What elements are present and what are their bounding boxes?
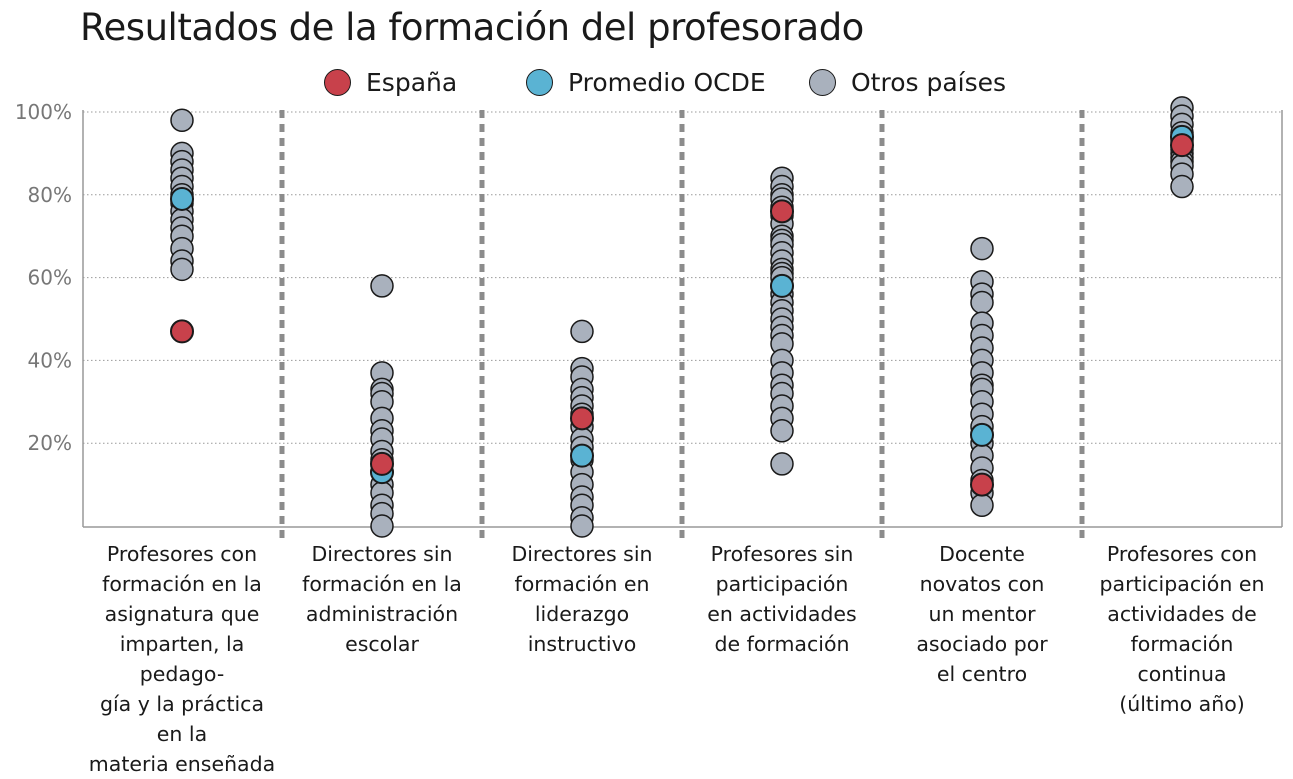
- category-label-6: Profesores con participación en activida…: [1099, 542, 1265, 716]
- data-point-otros-paises: [170, 108, 194, 133]
- data-point-otros-paises: [570, 319, 594, 344]
- data-point-otros-paises: [170, 257, 194, 282]
- data-point-espana: [570, 406, 594, 431]
- legend-label-otros-paises: Otros países: [851, 68, 1007, 97]
- data-point-otros-paises: [370, 514, 394, 538]
- data-point-espana: [770, 199, 794, 224]
- legend-label-espana: España: [366, 68, 458, 97]
- y-tick-label: 100%: [15, 100, 72, 124]
- category-label-1: Profesores con formación en la asignatur…: [88, 542, 276, 776]
- legend-label-promedio-ocde: Promedio OCDE: [568, 68, 766, 97]
- chart-title: Resultados de la formación del profesora…: [80, 6, 864, 49]
- data-point-promedio-ocde: [970, 422, 994, 447]
- data-point-otros-paises: [770, 419, 794, 443]
- data-point-espana: [1170, 133, 1194, 158]
- data-point-espana: [170, 319, 194, 344]
- y-tick-label: 40%: [28, 348, 72, 372]
- data-point-promedio-ocde: [170, 186, 194, 211]
- category-label-2: Directores sin formación en la administr…: [302, 542, 462, 656]
- data-point-espana: [970, 472, 994, 497]
- legend-marker-promedio-ocde: [526, 69, 553, 96]
- data-point-otros-paises: [370, 274, 394, 298]
- legend-marker-espana: [324, 69, 351, 96]
- category-label-5: Docente novatos con un mentor asociado p…: [916, 542, 1048, 686]
- data-point-otros-paises: [570, 514, 594, 538]
- category-label-3: Directores sin formación en liderazgo in…: [511, 542, 653, 656]
- y-tick-label: 20%: [28, 431, 72, 455]
- y-tick-label: 80%: [28, 183, 72, 207]
- data-point-otros-paises: [770, 452, 794, 476]
- scatter-plot: 20% 40% 60% 80% 100%: [15, 96, 1283, 543]
- data-point-otros-paises: [970, 290, 994, 315]
- data-point-otros-paises: [1170, 174, 1194, 199]
- legend-marker-otros-paises: [809, 69, 836, 96]
- data-point-otros-paises: [970, 493, 994, 518]
- category-label-4: Profesores sin participación en activida…: [707, 542, 857, 656]
- data-point-otros-paises: [970, 236, 994, 261]
- y-tick-label: 60%: [28, 266, 72, 290]
- data-point-promedio-ocde: [570, 443, 594, 468]
- data-point-espana: [370, 451, 394, 476]
- data-point-promedio-ocde: [770, 273, 794, 298]
